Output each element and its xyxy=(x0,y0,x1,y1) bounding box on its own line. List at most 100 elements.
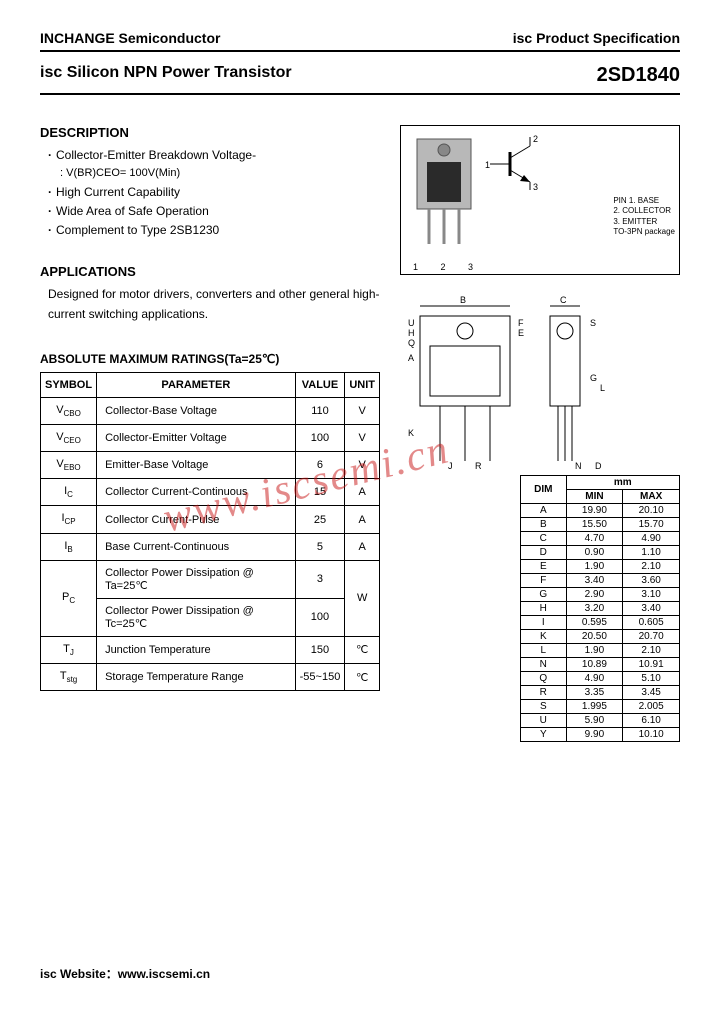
table-row: C4.704.90 xyxy=(521,532,680,546)
table-header-row: DIM mm xyxy=(521,476,680,490)
table-row: N10.8910.91 xyxy=(521,658,680,672)
desc-item: Complement to Type 2SB1230 xyxy=(48,221,380,240)
title-row: isc Silicon NPN Power Transistor 2SD1840 xyxy=(40,64,680,95)
table-row: Y9.9010.10 xyxy=(521,728,680,742)
cell-unit: W xyxy=(345,560,380,636)
cell-dim: Y xyxy=(521,728,567,742)
cell-value: 150 xyxy=(295,636,345,663)
table-row: IB Base Current-Continuous 5 A xyxy=(41,533,380,560)
cell-symbol: TJ xyxy=(41,636,97,663)
col-symbol: SYMBOL xyxy=(41,372,97,397)
cell-unit: V xyxy=(345,452,380,479)
col-value: VALUE xyxy=(295,372,345,397)
dimensions-table: DIM mm MIN MAX A19.9020.10B15.5015.70C4.… xyxy=(520,475,680,742)
cell-dim: N xyxy=(521,658,567,672)
package-illustration: 1 2 3 PIN 1. BASE 2. COLLECTOR 3. EMITTE… xyxy=(400,125,680,275)
table-row: Q4.905.10 xyxy=(521,672,680,686)
cell-value: 3 xyxy=(295,560,345,598)
cell-min: 0.90 xyxy=(566,546,623,560)
svg-text:R: R xyxy=(475,461,482,471)
cell-symbol: IC xyxy=(41,479,97,506)
cell-unit: ℃ xyxy=(345,664,380,691)
col-parameter: PARAMETER xyxy=(97,372,296,397)
cell-param: Storage Temperature Range xyxy=(97,664,296,691)
cell-symbol: IB xyxy=(41,533,97,560)
cell-value: 15 xyxy=(295,479,345,506)
cell-min: 5.90 xyxy=(566,714,623,728)
svg-text:N: N xyxy=(575,461,582,471)
cell-unit: V xyxy=(345,424,380,451)
description-heading: DESCRIPTION xyxy=(40,125,380,140)
cell-min: 10.89 xyxy=(566,658,623,672)
svg-text:H: H xyxy=(408,328,415,338)
cell-value: 25 xyxy=(295,506,345,533)
app-item: Designed for motor drivers, converters a… xyxy=(48,287,380,320)
col-min: MIN xyxy=(566,490,623,504)
cell-max: 10.10 xyxy=(623,728,680,742)
cell-dim: H xyxy=(521,602,567,616)
cell-dim: U xyxy=(521,714,567,728)
col-dim: DIM xyxy=(521,476,567,504)
svg-text:2: 2 xyxy=(533,134,538,144)
transistor-package-icon xyxy=(409,134,479,249)
cell-unit: A xyxy=(345,533,380,560)
cell-min: 2.90 xyxy=(566,588,623,602)
desc-subitem: : V(BR)CEO= 100V(Min) xyxy=(60,165,380,183)
cell-symbol: VEBO xyxy=(41,452,97,479)
table-row: Tstg Storage Temperature Range -55~150 ℃ xyxy=(41,664,380,691)
cell-max: 2.005 xyxy=(623,700,680,714)
cell-max: 2.10 xyxy=(623,644,680,658)
table-row: G2.903.10 xyxy=(521,588,680,602)
cell-param: Emitter-Base Voltage xyxy=(97,452,296,479)
col-unit: mm xyxy=(566,476,679,490)
cell-dim: L xyxy=(521,644,567,658)
table-row: VCBO Collector-Base Voltage 110 V xyxy=(41,397,380,424)
svg-text:F: F xyxy=(518,318,524,328)
right-column: 1 2 3 PIN 1. BASE 2. COLLECTOR 3. EMITTE… xyxy=(400,125,680,742)
table-row: U5.906.10 xyxy=(521,714,680,728)
svg-text:L: L xyxy=(600,383,605,393)
pin-3: 3. EMITTER xyxy=(613,217,675,227)
svg-text:U: U xyxy=(408,318,415,328)
svg-text:D: D xyxy=(595,461,602,471)
table-header-row: SYMBOL PARAMETER VALUE UNIT xyxy=(41,372,380,397)
col-unit: UNIT xyxy=(345,372,380,397)
cell-min: 19.90 xyxy=(566,504,623,518)
cell-symbol: VCEO xyxy=(41,424,97,451)
cell-max: 1.10 xyxy=(623,546,680,560)
table-row: L1.902.10 xyxy=(521,644,680,658)
ratings-table: SYMBOL PARAMETER VALUE UNIT VCBO Collect… xyxy=(40,372,380,692)
table-row: A19.9020.10 xyxy=(521,504,680,518)
part-number: 2SD1840 xyxy=(597,64,680,87)
cell-min: 1.90 xyxy=(566,560,623,574)
cell-value: 6 xyxy=(295,452,345,479)
table-row: F3.403.60 xyxy=(521,574,680,588)
cell-min: 15.50 xyxy=(566,518,623,532)
table-row: I0.5950.605 xyxy=(521,616,680,630)
applications-heading: APPLICATIONS xyxy=(40,264,380,279)
cell-dim: G xyxy=(521,588,567,602)
table-row: B15.5015.70 xyxy=(521,518,680,532)
cell-max: 0.605 xyxy=(623,616,680,630)
cell-param: Collector Current-Pulse xyxy=(97,506,296,533)
desc-item: Wide Area of Safe Operation xyxy=(48,202,380,221)
page-header: INCHANGE Semiconductor isc Product Speci… xyxy=(40,30,680,52)
cell-param: Junction Temperature xyxy=(97,636,296,663)
cell-dim: B xyxy=(521,518,567,532)
transistor-schematic-icon: 1 2 3 xyxy=(485,134,555,194)
pin-labels: PIN 1. BASE 2. COLLECTOR 3. EMITTER TO-3… xyxy=(613,196,675,238)
pin-2: 2. COLLECTOR xyxy=(613,206,675,216)
cell-max: 20.10 xyxy=(623,504,680,518)
cell-unit: V xyxy=(345,397,380,424)
cell-max: 2.10 xyxy=(623,560,680,574)
company-name: INCHANGE Semiconductor xyxy=(40,30,220,46)
svg-text:K: K xyxy=(408,428,414,438)
cell-value: 100 xyxy=(295,424,345,451)
cell-min: 1.995 xyxy=(566,700,623,714)
ratings-heading: ABSOLUTE MAXIMUM RATINGS(Ta=25℃) xyxy=(40,352,380,366)
cell-value: 5 xyxy=(295,533,345,560)
doc-type: isc Product Specification xyxy=(513,30,680,46)
cell-param: Collector Power Dissipation @ Ta=25℃ xyxy=(97,560,296,598)
cell-max: 3.45 xyxy=(623,686,680,700)
table-row: TJ Junction Temperature 150 ℃ xyxy=(41,636,380,663)
